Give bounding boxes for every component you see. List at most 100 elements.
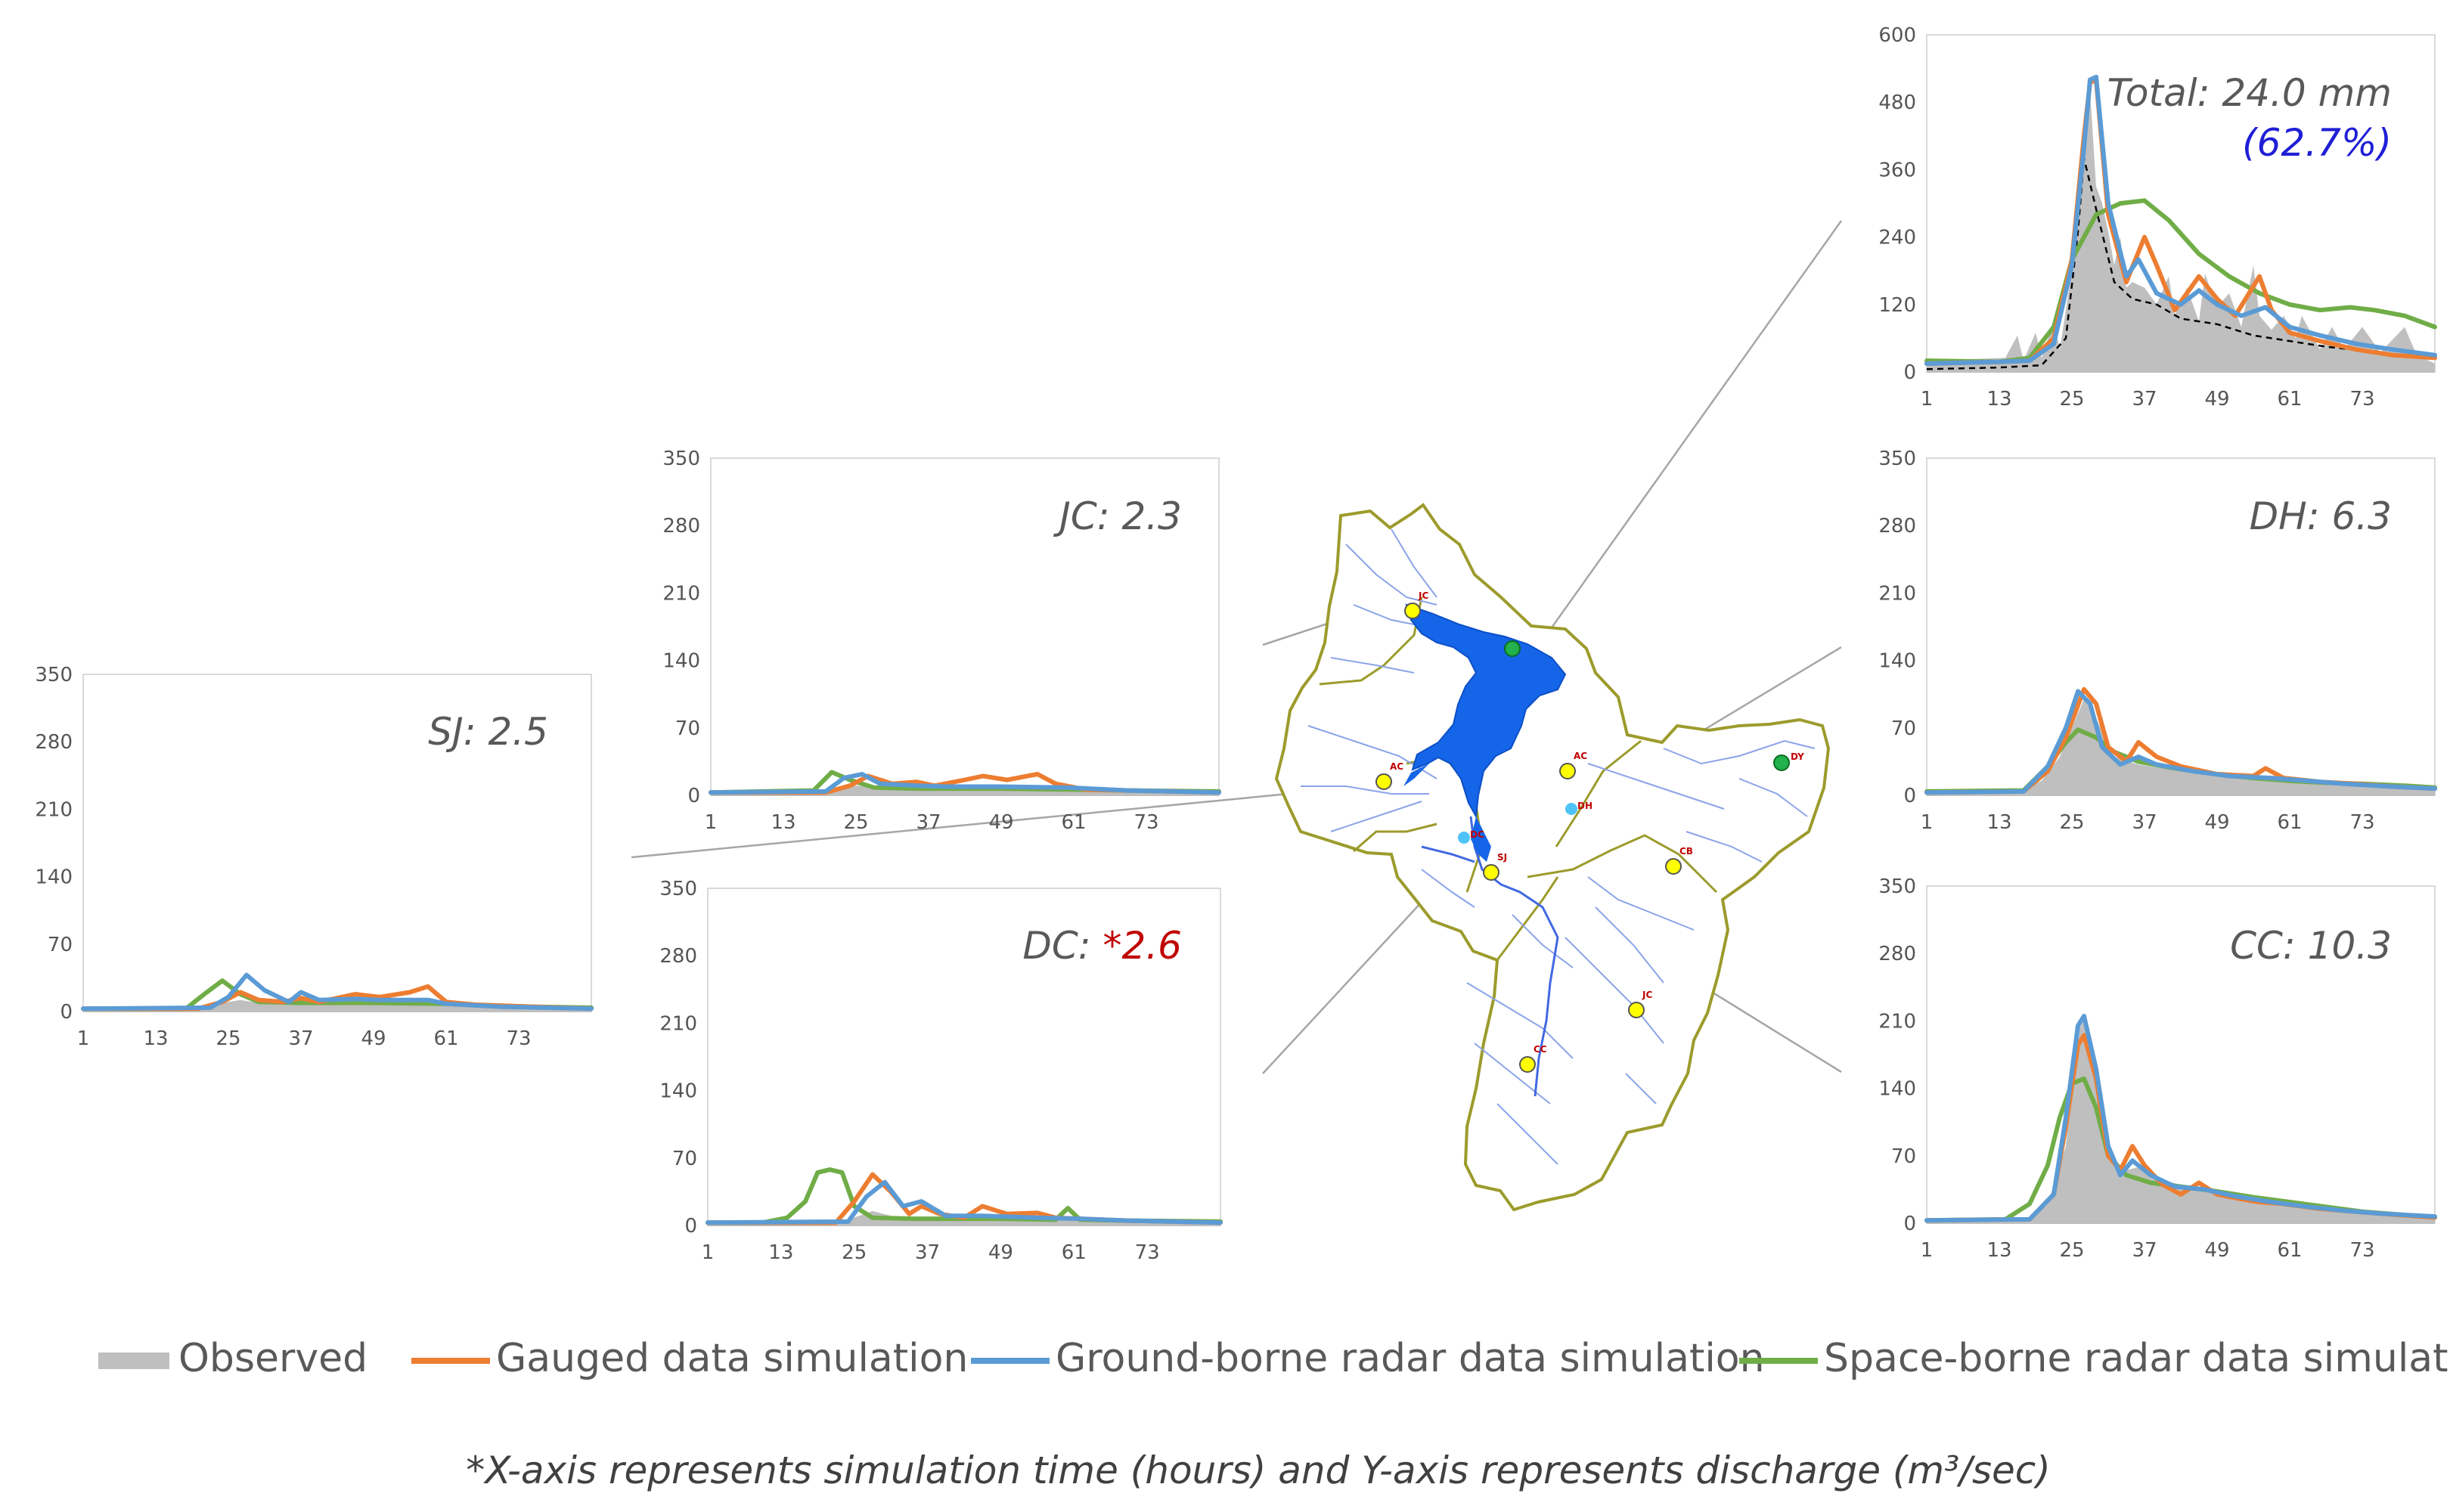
connector-line bbox=[631, 785, 1368, 859]
x-tick-label: 37 bbox=[2132, 1239, 2157, 1262]
site-label: JC bbox=[1642, 990, 1652, 1000]
x-tick-label: 13 bbox=[768, 1241, 793, 1264]
y-tick-label: 210 bbox=[1878, 1010, 1916, 1033]
x-tick-label: 13 bbox=[1986, 388, 2011, 411]
dam-marker bbox=[1773, 754, 1790, 771]
y-tick-label: 0 bbox=[1903, 1213, 1916, 1235]
hydrograph-dh: 0 70 140 210 280 350 1 13 25 37 49 61 73 DH: 6.3 bbox=[1878, 448, 2437, 834]
y-tick-label: 140 bbox=[35, 866, 73, 889]
hydrograph-dc: 0 70 140 210 280 350 1 13 25 37 49 61 73 DC: *2.6 bbox=[659, 878, 1223, 1264]
y-tick-label: 600 bbox=[1878, 24, 1916, 47]
y-tick-label: 210 bbox=[1878, 582, 1916, 605]
y-tick-label: 280 bbox=[659, 945, 697, 968]
hydrograph-cc: 0 70 140 210 280 350 1 13 25 37 49 61 73 CC: 10.3 bbox=[1878, 875, 2437, 1262]
x-tick-label: 61 bbox=[2277, 388, 2302, 411]
series-ground bbox=[709, 772, 1221, 795]
y-tick-label: 0 bbox=[687, 785, 700, 807]
y-tick-label: 120 bbox=[1878, 294, 1916, 317]
x-tick-label: 13 bbox=[1986, 1239, 2011, 1262]
x-tick-label: 61 bbox=[2277, 811, 2302, 834]
site-label: DC bbox=[1470, 829, 1484, 840]
x-tick-label: 25 bbox=[842, 1241, 867, 1264]
legend-label-space: Space-borne radar data simulation bbox=[1824, 1336, 2450, 1381]
y-tick-label: 0 bbox=[1903, 361, 1916, 384]
x-tick-label: 61 bbox=[1061, 811, 1086, 834]
outlet-marker bbox=[1565, 803, 1577, 815]
y-tick-label: 350 bbox=[659, 878, 697, 900]
x-tick-label: 25 bbox=[2059, 1239, 2084, 1262]
plot-area bbox=[1926, 885, 2436, 1224]
panel-title: CC: 10.3 bbox=[2230, 924, 2392, 968]
river-network bbox=[1301, 528, 1816, 1165]
x-tick-label: 73 bbox=[1135, 1241, 1160, 1264]
site-label: SJ bbox=[1497, 852, 1507, 863]
reservoir bbox=[1405, 603, 1567, 820]
gauge-marker bbox=[1519, 1056, 1536, 1073]
x-tick-label: 61 bbox=[1062, 1241, 1087, 1264]
watershed-boundary bbox=[1274, 503, 1831, 1212]
y-tick-label: 280 bbox=[35, 731, 73, 754]
x-tick-label: 73 bbox=[1134, 811, 1158, 834]
x-tick-label: 49 bbox=[2204, 388, 2229, 411]
x-tick-label: 1 bbox=[1921, 811, 1934, 834]
x-tick-label: 49 bbox=[361, 1027, 386, 1050]
series-observed bbox=[1927, 91, 2435, 373]
x-tick-label: 73 bbox=[2349, 388, 2374, 411]
y-tick-label: 0 bbox=[684, 1215, 697, 1238]
figure-caption: *X-axis represents simulation time (hour… bbox=[466, 1448, 2051, 1492]
hydrograph-jc: 0 70 140 210 280 350 1 13 25 37 49 61 73 JC: 2.3 bbox=[662, 448, 1221, 834]
x-tick-label: 49 bbox=[988, 811, 1013, 834]
y-tick-label: 210 bbox=[35, 798, 73, 821]
main-river bbox=[1421, 816, 1559, 1097]
x-tick-label: 49 bbox=[988, 1241, 1013, 1264]
outlet-marker bbox=[1458, 832, 1470, 844]
x-tick-label: 25 bbox=[2059, 388, 2084, 411]
y-tick-label: 240 bbox=[1878, 227, 1916, 249]
legend-swatch-observed bbox=[98, 1352, 169, 1369]
x-tick-label: 1 bbox=[1921, 388, 1934, 411]
series-space bbox=[1924, 198, 2437, 364]
x-tick-label: 37 bbox=[915, 1241, 940, 1264]
x-tick-label: 37 bbox=[916, 811, 941, 834]
y-tick-label: 0 bbox=[1903, 785, 1916, 807]
x-tick-label: 25 bbox=[216, 1027, 240, 1050]
site-label: CB bbox=[1679, 846, 1693, 857]
series-ground bbox=[1924, 689, 2437, 795]
site-label: JC bbox=[1418, 590, 1428, 601]
series-ground bbox=[81, 972, 594, 1012]
gauge-marker bbox=[1628, 1002, 1645, 1018]
panel-subtitle: (62.7%) bbox=[2242, 121, 2392, 165]
x-tick-label: 13 bbox=[771, 811, 795, 834]
x-tick-label: 37 bbox=[2132, 388, 2157, 411]
y-tick-label: 350 bbox=[1878, 448, 1916, 470]
y-tick-label: 280 bbox=[1878, 515, 1916, 538]
site-label: AC bbox=[1574, 751, 1587, 761]
hydrograph-sj: 0 70 140 210 280 350 1 13 25 37 49 61 73 SJ: 2.5 bbox=[35, 664, 594, 1050]
gauge-marker bbox=[1665, 858, 1682, 875]
panel-title-mark: *2.6 bbox=[1102, 924, 1182, 968]
gauge-marker bbox=[1483, 864, 1499, 881]
x-tick-label: 73 bbox=[506, 1027, 531, 1050]
x-tick-label: 1 bbox=[77, 1027, 90, 1050]
x-tick-label: 61 bbox=[433, 1027, 458, 1050]
series-observed bbox=[1927, 699, 2435, 795]
hydrograph-total: 0 120 240 360 480 600 1 13 25 37 49 61 73 Total: 24.0… bbox=[1878, 24, 2437, 411]
x-tick-label: 61 bbox=[2277, 1239, 2302, 1262]
site-label: CC bbox=[1534, 1044, 1547, 1055]
series-dashed bbox=[1926, 158, 2436, 370]
gauge-marker bbox=[1404, 603, 1421, 619]
x-tick-label: 37 bbox=[2132, 811, 2157, 834]
y-tick-label: 350 bbox=[1878, 875, 1916, 898]
x-tick-label: 49 bbox=[2204, 811, 2229, 834]
y-tick-label: 350 bbox=[662, 448, 700, 470]
reservoir-dam-marker bbox=[1504, 640, 1521, 657]
y-tick-label: 210 bbox=[659, 1012, 697, 1035]
x-tick-label: 37 bbox=[288, 1027, 313, 1050]
gauge-marker bbox=[1375, 773, 1392, 790]
series-ground bbox=[1924, 1014, 2437, 1223]
y-tick-label: 280 bbox=[662, 515, 700, 538]
x-tick-label: 49 bbox=[2204, 1239, 2229, 1262]
gauge-marker bbox=[1559, 763, 1576, 779]
